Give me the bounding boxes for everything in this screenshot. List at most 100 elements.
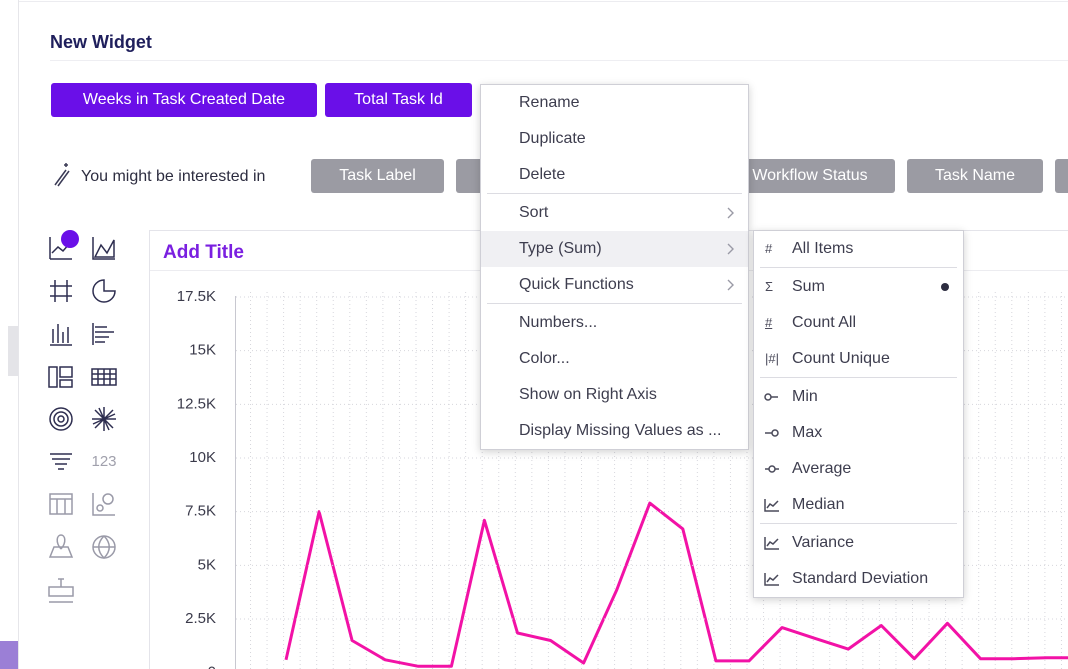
context-menu: Rename Duplicate Delete Sort Type (Sum) Quick… bbox=[480, 84, 749, 450]
menu-item[interactable]: # All Items bbox=[754, 231, 963, 267]
menu-item[interactable]: Quick Functions bbox=[481, 267, 748, 303]
menu-divider bbox=[487, 193, 742, 194]
corner-tab bbox=[0, 641, 18, 669]
icon bbox=[764, 537, 779, 550]
menu-item[interactable]: Min bbox=[754, 379, 963, 415]
menu-item[interactable]: Standard Deviation bbox=[754, 561, 963, 597]
menu-item[interactable]: Delete bbox=[481, 157, 748, 193]
chevron-path bbox=[727, 207, 734, 219]
chart-type-button[interactable] bbox=[92, 493, 115, 516]
y-tick-label: 7.5K bbox=[185, 503, 216, 520]
item-icon: Σ bbox=[765, 279, 774, 294]
chevron-path bbox=[727, 279, 734, 291]
chart-type-button[interactable] bbox=[48, 534, 74, 558]
icon bbox=[92, 493, 115, 516]
menu-item-label: Min bbox=[792, 388, 818, 405]
icon bbox=[48, 578, 74, 603]
menu-item[interactable]: Sort bbox=[481, 195, 748, 231]
chevron-path bbox=[727, 243, 734, 255]
chart-type-button[interactable] bbox=[49, 407, 73, 431]
data-line bbox=[284, 501, 1068, 668]
menu-item[interactable]: Color... bbox=[481, 341, 748, 377]
chart-type-button[interactable] bbox=[50, 453, 72, 470]
y-tick-label: 12.5K bbox=[177, 395, 216, 412]
menu-item-label: Type (Sum) bbox=[519, 240, 602, 257]
chart-type-button[interactable] bbox=[48, 578, 74, 603]
menu-item-label: Show on Right Axis bbox=[519, 386, 657, 403]
item-icon: # bbox=[765, 241, 773, 256]
y-tick-label: 15K bbox=[189, 342, 216, 359]
icon bbox=[96, 504, 104, 512]
suggestion-chip[interactable]: Task Name bbox=[907, 159, 1043, 193]
chart-type-button[interactable] bbox=[50, 280, 72, 302]
menu-item[interactable]: Show on Right Axis bbox=[481, 377, 748, 413]
icon bbox=[50, 324, 72, 346]
item-icon: # bbox=[765, 315, 773, 330]
icon bbox=[92, 323, 114, 345]
menu-item[interactable]: Type (Sum) bbox=[481, 231, 748, 267]
chart-type-button[interactable] bbox=[92, 279, 116, 303]
icon bbox=[764, 573, 779, 586]
chevron bbox=[727, 243, 734, 255]
icon bbox=[768, 465, 776, 473]
icon bbox=[50, 280, 72, 302]
icon bbox=[764, 393, 772, 401]
menu-item[interactable]: Rename bbox=[481, 85, 748, 121]
wand-icon bbox=[54, 163, 70, 187]
icon bbox=[102, 493, 114, 505]
menu-item[interactable]: # Count All bbox=[754, 305, 963, 341]
menu-item-label: Rename bbox=[519, 94, 580, 111]
menu-item-label: Quick Functions bbox=[519, 276, 634, 293]
chart-type-button[interactable] bbox=[92, 535, 116, 560]
chart-type-button[interactable] bbox=[50, 324, 72, 346]
icon bbox=[49, 493, 73, 515]
menu-item[interactable]: |#| Count Unique bbox=[754, 341, 963, 377]
menu-divider bbox=[760, 523, 957, 524]
menu-item[interactable]: Median bbox=[754, 487, 963, 523]
field-chip[interactable]: Weeks in Task Created Date bbox=[51, 83, 317, 117]
suggestions-label: You might be interested in bbox=[81, 168, 265, 185]
menu-item-label: Count All bbox=[792, 314, 857, 331]
menu-item[interactable]: Σ Sum bbox=[754, 269, 963, 305]
type-submenu: # All Items Σ Sum # Count All |#| Count Unique M… bbox=[753, 230, 964, 598]
chart-type-button[interactable] bbox=[48, 366, 73, 388]
menu-item[interactable]: Numbers... bbox=[481, 305, 748, 341]
menu-item-label: Numbers... bbox=[519, 314, 598, 331]
item-icon bbox=[765, 429, 779, 437]
chart-type-button[interactable] bbox=[92, 323, 114, 345]
suggestion-chip[interactable]: Task Label bbox=[311, 159, 444, 193]
menu-item[interactable]: Variance bbox=[754, 525, 963, 561]
chart-type-button[interactable] bbox=[49, 230, 79, 260]
icon bbox=[93, 535, 115, 560]
chart-title[interactable]: Add Title bbox=[163, 242, 244, 263]
suggestion-chip[interactable]: Workflow Status bbox=[725, 159, 895, 193]
menu-item-label: Variance bbox=[792, 534, 854, 551]
chart-type-icons: 123 bbox=[48, 230, 117, 603]
menu-item-label: Max bbox=[792, 424, 823, 441]
icon bbox=[91, 368, 117, 386]
chart-type-button[interactable] bbox=[92, 407, 116, 431]
field-chip[interactable]: Total Task Id bbox=[325, 83, 472, 117]
menu-item[interactable]: Duplicate bbox=[481, 121, 748, 157]
menu-item[interactable]: Display Missing Values as ... bbox=[481, 413, 748, 449]
menu-item-label: Delete bbox=[519, 166, 566, 183]
chart-type-button[interactable] bbox=[91, 368, 117, 386]
chart-type-button[interactable] bbox=[49, 493, 73, 515]
y-tick-label: 2.5K bbox=[185, 610, 216, 627]
menu-item-label: All Items bbox=[792, 240, 854, 257]
item-icon bbox=[764, 537, 779, 550]
menu-item[interactable]: Max bbox=[754, 415, 963, 451]
menu-item-label: Display Missing Values as ... bbox=[519, 422, 722, 439]
item-icon bbox=[764, 573, 779, 586]
chart-type-button[interactable] bbox=[92, 237, 115, 260]
menu-item-label: Average bbox=[792, 460, 852, 477]
collapse-tab[interactable] bbox=[8, 326, 18, 376]
chart-type-button[interactable]: 123 bbox=[91, 453, 116, 470]
menu-item[interactable]: Average bbox=[754, 451, 963, 487]
menu-item-label: Median bbox=[792, 496, 845, 513]
menu-divider bbox=[760, 267, 957, 268]
suggestion-chip[interactable] bbox=[1055, 159, 1068, 193]
icon bbox=[48, 366, 73, 388]
menu-divider bbox=[487, 303, 742, 304]
